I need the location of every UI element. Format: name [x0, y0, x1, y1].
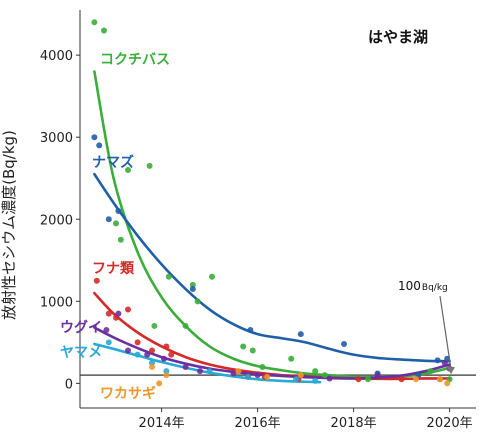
series-3-point — [144, 351, 151, 358]
series-1-point — [115, 208, 122, 215]
series-3-point — [441, 359, 448, 366]
y-tick-label: 3000 — [40, 131, 73, 146]
series-0-point — [194, 298, 201, 305]
series-2-point — [168, 351, 175, 358]
series-5-point — [156, 380, 163, 387]
series-0-point — [125, 167, 131, 174]
data-points-layer — [91, 19, 453, 387]
series-3-point — [161, 355, 167, 362]
series-0-point — [113, 220, 119, 227]
series-1-point — [105, 216, 112, 223]
series-4-point — [245, 373, 251, 380]
series-2-point — [125, 306, 131, 313]
series-3-point — [125, 347, 131, 354]
series-0-point — [146, 162, 153, 169]
reference-arrowhead — [446, 366, 455, 375]
series-3-label: ウグイ — [60, 319, 102, 336]
reference-label-number: 100 — [398, 279, 421, 293]
series-1-label: ナマズ — [92, 154, 134, 171]
series-1-point — [189, 286, 196, 293]
series-1-point — [341, 340, 347, 347]
y-tick-label: 1000 — [40, 295, 73, 310]
reference-label-unit: Bq/kg — [422, 283, 448, 293]
series-0-point — [209, 273, 215, 280]
series-5-point — [163, 372, 170, 379]
y-tick-label: 0 — [65, 377, 73, 392]
series-0-point — [240, 343, 247, 350]
series-2-point — [398, 376, 405, 383]
series-4-point — [293, 376, 299, 383]
series-5-point — [264, 373, 271, 380]
series-0-point — [321, 372, 328, 379]
series-1-point — [96, 142, 103, 149]
series-0-point — [288, 355, 295, 362]
series-1-trend-line — [93, 172, 451, 363]
series-2-point — [105, 310, 112, 317]
series-4-label: ヤマメ — [60, 345, 102, 361]
series-3-point — [230, 370, 237, 377]
series-0-point — [165, 273, 172, 280]
series-0-point — [151, 322, 158, 329]
series-0-point — [182, 322, 189, 329]
series-3-point — [182, 363, 189, 370]
series-5-point — [149, 363, 155, 370]
series-2-point — [355, 376, 362, 383]
series-0-label: コクチバス — [100, 52, 170, 68]
series-4-point — [206, 368, 213, 375]
chart-title: はやま湖 — [368, 28, 428, 46]
series-5-point — [437, 376, 443, 383]
series-0-point — [312, 368, 319, 375]
series-4-point — [105, 339, 112, 346]
series-5-point — [444, 380, 451, 387]
series-1-point — [297, 331, 304, 338]
series-0-point — [365, 376, 371, 383]
series-1-point — [247, 327, 254, 334]
series-3-point — [326, 375, 333, 382]
series-1-point — [91, 134, 98, 141]
series-0-point — [249, 347, 256, 354]
y-tick-label: 4000 — [40, 49, 73, 64]
y-tick-label: 2000 — [40, 213, 73, 228]
reference-label-text: 100Bq/kg — [398, 279, 448, 293]
x-tick-label: 2014年 — [139, 416, 185, 431]
plot-area — [80, 10, 476, 408]
series-5-point — [297, 372, 304, 379]
series-5-point — [413, 376, 419, 383]
series-3-point — [254, 372, 261, 379]
series-2-label: フナ類 — [92, 261, 135, 277]
series-3-point — [197, 368, 203, 375]
x-tick-label: 2016年 — [235, 416, 281, 431]
series-2-point — [134, 339, 141, 346]
series-0-point — [189, 281, 196, 288]
reference-label: 100Bq/kg — [398, 279, 455, 375]
series-3-point — [103, 327, 110, 334]
series-4-point — [312, 377, 319, 384]
series-0-point — [101, 27, 107, 34]
series-2-point — [149, 347, 155, 354]
series-0-point — [427, 368, 434, 375]
series-4-point — [163, 368, 170, 375]
y-axis-label: 放射性セシウム濃度(Bq/kg) — [0, 130, 18, 320]
series-0-point — [117, 236, 124, 243]
series-3-point — [115, 310, 122, 317]
x-tick-label: 2018年 — [331, 416, 377, 431]
series-3-point — [374, 372, 381, 379]
series-5-point — [235, 368, 242, 375]
series-0-point — [259, 363, 266, 370]
axes-layer: 0 1000 2000 3000 4000 2014年 2016年 2018年 2020年 — [40, 10, 476, 431]
series-2-point — [93, 277, 100, 284]
x-tick-label: 2020年 — [427, 416, 473, 431]
series-0-point — [91, 19, 98, 26]
series-5-label: ワカサギ — [100, 385, 156, 402]
series-2-point — [163, 343, 170, 350]
series-4-point — [149, 359, 155, 366]
series-1-point — [434, 357, 441, 364]
series-4-point — [134, 351, 141, 358]
reference-arrow — [439, 295, 452, 370]
